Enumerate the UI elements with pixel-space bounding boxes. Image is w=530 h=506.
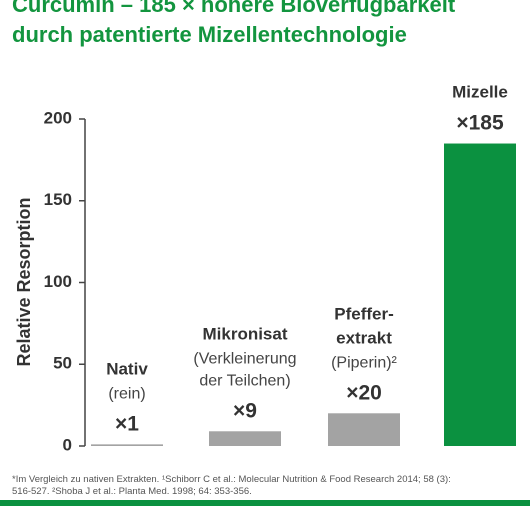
bar — [328, 413, 400, 446]
chart-title: Curcumin – 185 × höhere Bioverfügbarkeit… — [12, 0, 456, 47]
bar — [444, 143, 516, 446]
category-label: Pfeffer-extrakt — [334, 304, 394, 347]
sub-label: (rein) — [108, 385, 145, 402]
y-tick-label: 200 — [44, 108, 72, 127]
bar — [91, 444, 163, 446]
y-tick-label: 100 — [44, 272, 72, 291]
y-tick-label: 50 — [53, 354, 72, 373]
category-label: Mikronisat — [202, 324, 287, 343]
bar — [209, 431, 281, 446]
category-label: Mizelle — [452, 83, 508, 102]
value-label: ×185 — [456, 112, 504, 135]
sub-label: (Piperin)² — [331, 354, 397, 371]
y-tick-label: 150 — [44, 190, 72, 209]
value-label: ×20 — [346, 381, 382, 404]
y-axis-label: Relative Resorption — [14, 197, 34, 366]
bottom-band — [0, 500, 530, 506]
value-label: ×1 — [115, 412, 139, 435]
value-label: ×9 — [233, 399, 257, 422]
category-label: Nativ — [106, 359, 148, 378]
y-tick-label: 0 — [63, 435, 72, 454]
footnote: *Im Vergleich zu nativen Extrakten. ¹Sch… — [12, 474, 451, 497]
sub-label: (Verkleinerung der Teilchen) — [193, 350, 296, 389]
